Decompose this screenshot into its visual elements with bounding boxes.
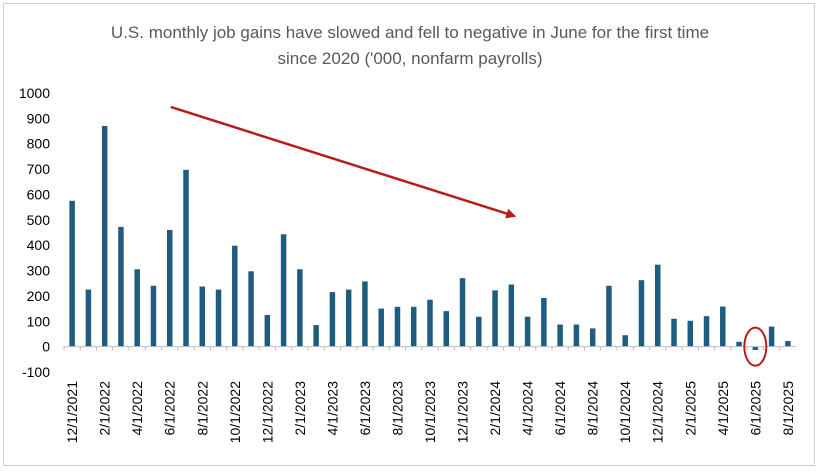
bar [427, 299, 433, 347]
chart-title: U.S. monthly job gains have slowed and f… [0, 20, 820, 72]
bar [459, 278, 466, 347]
x-tick-label: 8/1/2025 [780, 381, 796, 436]
bar [492, 290, 498, 347]
bar [183, 169, 189, 347]
y-tick-label: 700 [27, 161, 51, 177]
bar [264, 314, 271, 347]
bar [199, 286, 206, 347]
bar [85, 289, 92, 347]
annotations [170, 105, 768, 367]
x-tick-label: 4/1/2022 [129, 381, 145, 436]
bar [476, 316, 482, 347]
bar [150, 285, 157, 347]
y-tick-label: 500 [27, 212, 51, 228]
chart-title-line-1: U.S. monthly job gains have slowed and f… [110, 23, 710, 42]
x-tick-label: 12/1/2021 [64, 381, 80, 443]
bar [280, 234, 287, 347]
bar [573, 324, 580, 347]
x-tick-label: 2/1/2025 [682, 381, 698, 436]
x-tick-label: 6/1/2022 [162, 381, 178, 436]
bar [101, 125, 108, 347]
bar [752, 346, 759, 350]
bar [720, 306, 726, 347]
bar [736, 341, 742, 347]
bar [785, 341, 791, 347]
bar [215, 289, 222, 347]
x-tick-label: 12/1/2023 [455, 381, 471, 443]
bar [69, 200, 75, 347]
chart-frame [3, 3, 815, 466]
bar [248, 271, 254, 347]
x-tick-label: 2/1/2022 [97, 381, 113, 436]
bar [638, 280, 645, 347]
y-tick-label: 1000 [19, 85, 50, 101]
x-tick-label: 2/1/2024 [487, 381, 503, 436]
bar [703, 316, 710, 347]
x-tick-label: 12/1/2024 [650, 381, 666, 443]
y-tick-label: 600 [27, 186, 51, 202]
bar [671, 318, 677, 347]
bar [541, 297, 547, 347]
x-tick-label: 8/1/2022 [194, 381, 210, 436]
y-tick-label: 300 [27, 263, 51, 279]
bar [297, 269, 303, 347]
bar [768, 326, 775, 347]
x-tick-label: 4/1/2024 [520, 381, 536, 436]
chart-title-line-2: since 2020 ('000, nonfarm payrolls) [277, 49, 543, 68]
x-tick-label: 6/1/2024 [552, 381, 568, 436]
bar [166, 229, 173, 347]
highlight-circle [743, 326, 768, 367]
bar [362, 281, 368, 347]
y-tick-label: 100 [27, 313, 51, 329]
x-tick-label: 2/1/2023 [292, 381, 308, 436]
bar [134, 269, 140, 347]
bar [606, 285, 612, 347]
bar [654, 264, 661, 347]
x-tick-label: 10/1/2022 [227, 381, 243, 443]
bar [394, 306, 401, 347]
bar [524, 316, 531, 347]
bar [589, 328, 596, 347]
bar [378, 308, 384, 347]
y-tick-label: 800 [27, 136, 51, 152]
x-tick-label: 4/1/2023 [324, 381, 340, 436]
y-tick-label: 200 [27, 288, 51, 304]
bar [410, 306, 417, 347]
y-tick-label: 900 [27, 110, 51, 126]
y-tick-label: 400 [27, 237, 51, 253]
x-tick-label: 6/1/2025 [747, 381, 763, 436]
bar [232, 245, 238, 347]
y-tick-label: -100 [22, 364, 50, 380]
trend-arrow [170, 105, 517, 219]
x-tick-label: 12/1/2022 [259, 381, 275, 443]
bar [329, 292, 336, 347]
x-tick-label: 6/1/2023 [357, 381, 373, 436]
bar [345, 289, 352, 347]
bar [687, 320, 694, 347]
bar [118, 226, 124, 347]
bar [443, 311, 450, 347]
bar [622, 335, 628, 347]
bars [69, 125, 791, 350]
x-axis: 12/1/2021 2/1/2022 4/1/2022 6/1/2022 8/1/202… [63, 346, 796, 443]
x-tick-label: 10/1/2023 [422, 381, 438, 443]
bar [508, 284, 515, 347]
x-tick-label: 8/1/2023 [389, 381, 405, 436]
bar [313, 325, 319, 347]
bar [557, 324, 563, 347]
x-tick-label: 8/1/2024 [585, 381, 601, 436]
x-tick-label: 10/1/2024 [617, 381, 633, 443]
x-tick-label: 4/1/2025 [715, 381, 731, 436]
y-tick-label: 0 [42, 339, 50, 355]
